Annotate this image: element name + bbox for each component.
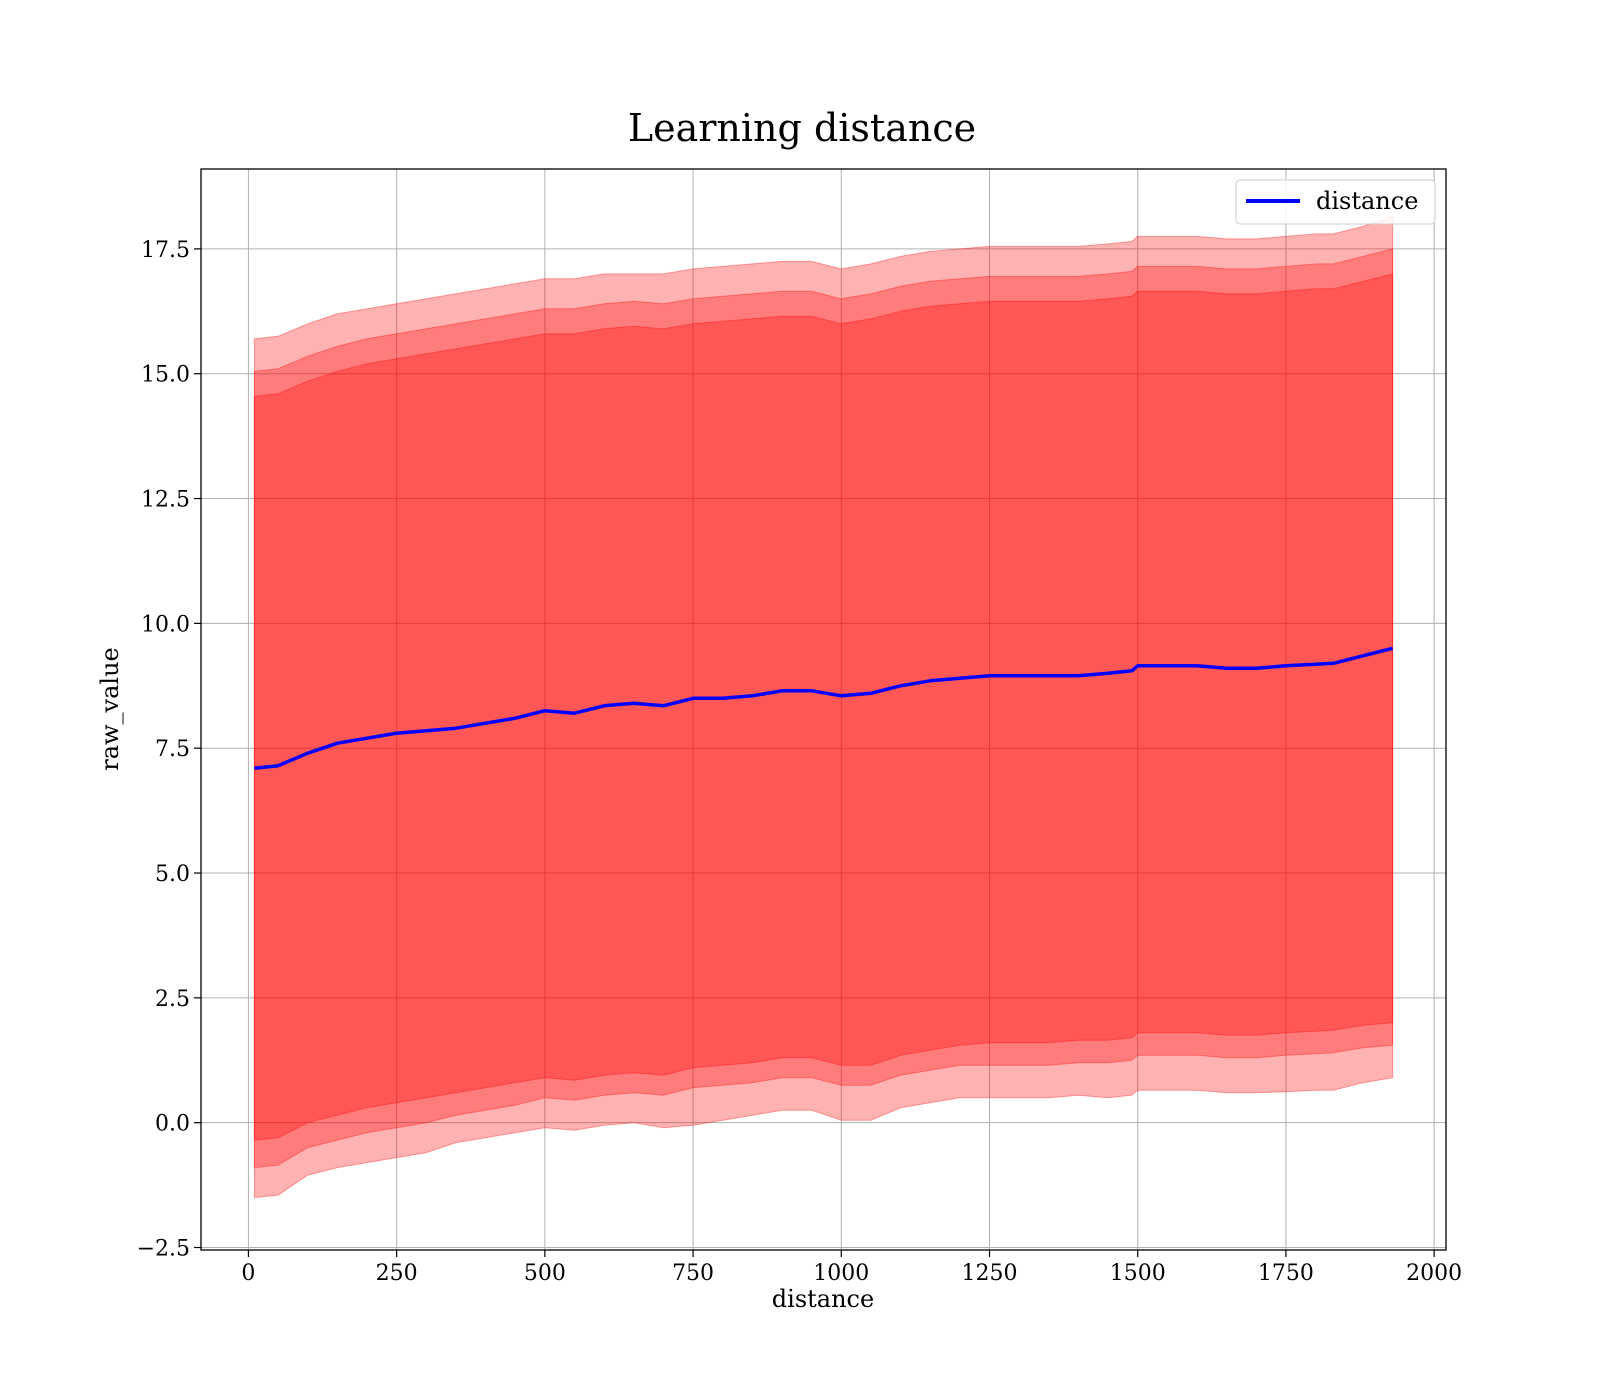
y-tick-label: 5.0 bbox=[155, 862, 190, 887]
x-tick-label: 1000 bbox=[813, 1261, 869, 1286]
y-tick-label: −2.5 bbox=[137, 1237, 190, 1262]
x-tick-label: 250 bbox=[376, 1261, 418, 1286]
x-tick-label: 750 bbox=[672, 1261, 714, 1286]
x-tick-label: 1750 bbox=[1258, 1261, 1314, 1286]
legend-box bbox=[1235, 179, 1436, 225]
y-tick-label: 17.5 bbox=[141, 238, 190, 263]
x-tick-label: 2000 bbox=[1406, 1261, 1462, 1286]
y-tick-label: 12.5 bbox=[141, 488, 190, 513]
y-tick-label: 7.5 bbox=[155, 737, 190, 762]
legend: distance bbox=[1235, 179, 1436, 225]
axis-ticks: 0 250 500 750 1000 1250 1500 1750 2000 −2.5 0.0 2.5… bbox=[137, 238, 1463, 1286]
series-lines bbox=[254, 646, 1394, 770]
error-bands bbox=[253, 215, 1394, 1199]
y-tick-label: 15.0 bbox=[141, 363, 190, 388]
y-tick-label: 0.0 bbox=[155, 1112, 190, 1137]
y-axis-label: raw_value bbox=[96, 647, 124, 771]
chart-title: Learning distance bbox=[628, 106, 976, 150]
y-tick-label: 10.0 bbox=[141, 612, 190, 637]
x-tick-label: 1250 bbox=[962, 1261, 1018, 1286]
grid-lines bbox=[201, 169, 1446, 1250]
x-tick-label: 1500 bbox=[1110, 1261, 1166, 1286]
error-band-1 bbox=[253, 215, 1394, 1199]
x-axis-label: distance bbox=[772, 1285, 874, 1313]
x-tick-label: 0 bbox=[241, 1261, 255, 1286]
legend-entry-distance: distance bbox=[1316, 187, 1418, 215]
error-band-2 bbox=[253, 248, 1394, 1169]
series-line-distance bbox=[254, 646, 1394, 770]
error-band-3 bbox=[253, 273, 1394, 1141]
plot-frame bbox=[200, 168, 1447, 1251]
y-tick-label: 2.5 bbox=[155, 987, 190, 1012]
x-tick-label: 500 bbox=[524, 1261, 566, 1286]
